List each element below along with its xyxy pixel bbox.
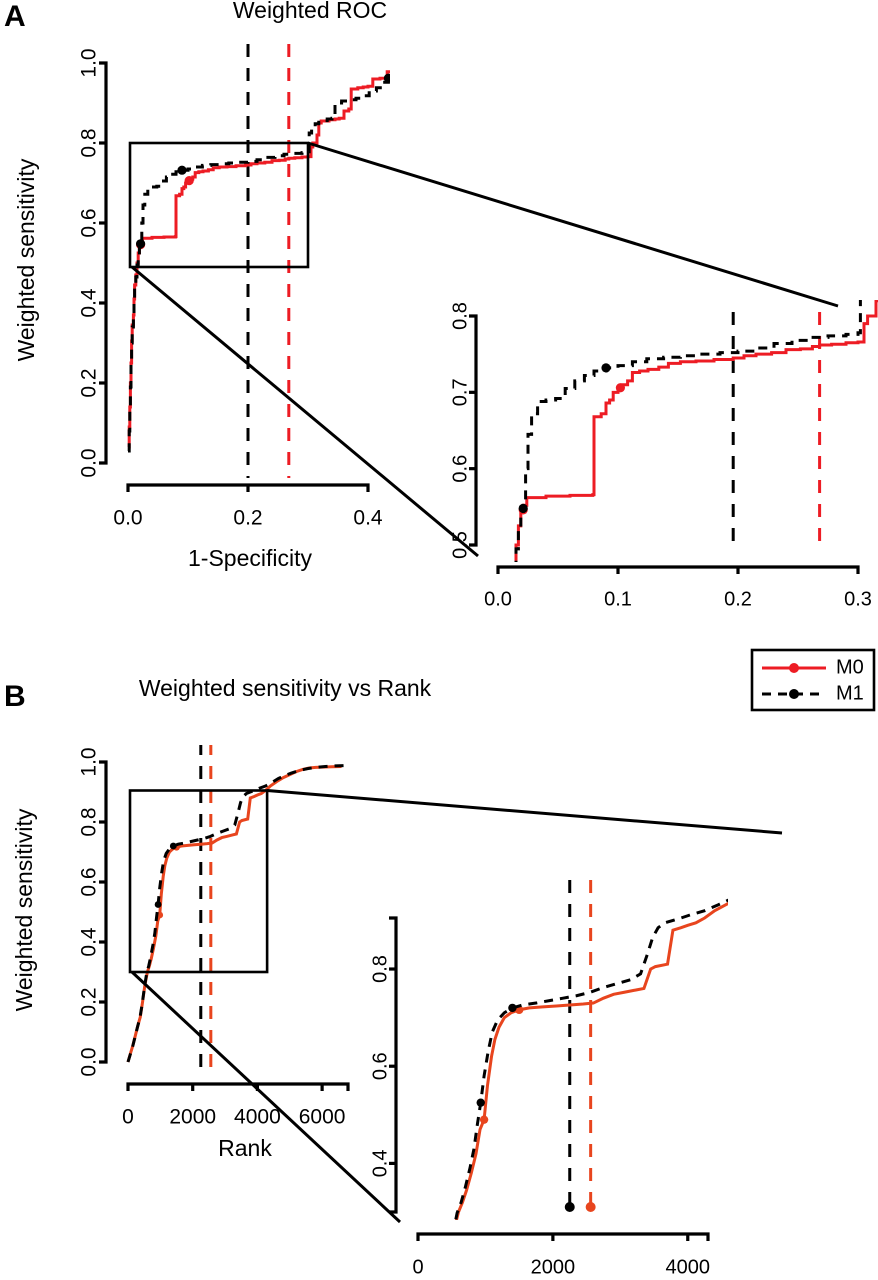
x-tick-label: 6000 <box>299 1106 346 1129</box>
series-marker-M1-1 <box>177 165 187 175</box>
legend-marker-m0 <box>789 663 799 673</box>
series-curve-M1 <box>126 764 345 1063</box>
y-axis-line <box>99 760 108 1064</box>
y-tick-label: 0.8 <box>78 128 101 157</box>
y-tick-label: 0.6 <box>78 867 101 896</box>
x-axis-line <box>416 1232 710 1241</box>
y-tick-label: 0.7 <box>449 378 471 406</box>
panel-a-inset-data-layer <box>514 300 878 562</box>
x-axis-line <box>496 565 860 574</box>
panel-b-data-layer <box>126 745 345 1075</box>
y-tick-label: 0.0 <box>78 1047 101 1076</box>
panel-b-inset-data-layer <box>454 880 728 1220</box>
panel-b-title: Weighted sensitivity vs Rank <box>139 675 432 701</box>
zoom-region-box <box>128 141 310 269</box>
zoom-connector-bottom <box>130 970 402 1224</box>
y-axis-line <box>469 314 478 547</box>
x-tick-label: 0.2 <box>724 588 752 610</box>
y-tick-label: 0.2 <box>78 987 101 1016</box>
y-tick-label: 1.0 <box>78 747 101 776</box>
panel-b-zoom-connectors <box>130 789 783 1224</box>
zoom-region-box <box>128 789 269 974</box>
legend-label-m1: M1 <box>836 682 864 704</box>
inset-series-curve-M0 <box>454 901 728 1220</box>
threshold-baseline-dot-1 <box>585 1202 596 1212</box>
y-tick-label: 0.6 <box>78 208 101 237</box>
y-tick-label: 0.2 <box>78 368 101 397</box>
x-axis-line <box>126 1082 350 1091</box>
panel-a: A Weighted ROC 1-Specificity Weighted se… <box>4 0 878 610</box>
panel-a-letter: A <box>4 0 26 33</box>
series-marker-M1-0 <box>154 901 162 908</box>
y-tick-label: 0.8 <box>369 955 391 983</box>
zoom-connector-bottom <box>131 265 479 558</box>
x-tick-label: 0.0 <box>484 588 512 610</box>
legend-frame <box>750 648 876 712</box>
panel-a-zoom-connectors <box>131 141 839 558</box>
series-marker-M0-1 <box>184 176 194 186</box>
panel-b-xlabel: Rank <box>218 1135 272 1161</box>
panel-b-inset-plot: 0 2000 4000 0.4 0.6 0.8 <box>369 880 728 1278</box>
series-curve-M1 <box>127 76 390 453</box>
zoom-connector-top <box>307 141 839 308</box>
legend-entry-m0[interactable]: M0 <box>762 656 864 678</box>
x-tick-label: 4000 <box>666 1256 711 1278</box>
zoom-connector-top <box>266 789 783 835</box>
inset-series-marker-M1-1 <box>508 1003 517 1013</box>
series-marker-M1-0 <box>136 239 146 249</box>
panel-a-main-plot: 0.0 0.2 0.4 0.0 0.2 0.4 0.6 0.8 1.0 <box>78 44 390 530</box>
x-tick-label: 0.1 <box>604 588 632 610</box>
series-marker-M1-1 <box>169 842 177 850</box>
inset-series-marker-M1-0 <box>518 503 528 513</box>
y-tick-label: 0.6 <box>369 1052 391 1080</box>
inset-series-marker-M0-0 <box>479 1115 489 1124</box>
x-tick-label: 0 <box>412 1256 423 1278</box>
series-marker-M1-2 <box>383 73 390 83</box>
inset-series-marker-M1-0 <box>476 1098 485 1107</box>
x-tick-label: 0.4 <box>353 507 383 530</box>
y-axis-line <box>99 61 108 465</box>
panel-b-letter: B <box>4 680 26 713</box>
inset-series-marker-M0-1 <box>615 383 626 393</box>
x-tick-label: 2000 <box>531 1256 576 1278</box>
y-tick-label: 0.4 <box>78 288 101 318</box>
threshold-baseline-dot-0 <box>564 1202 575 1212</box>
panel-b-ylabel: Weighted sensitivity <box>11 808 37 1011</box>
panel-b-main-plot: 0 2000 4000 6000 0.0 0.2 0.4 0.6 0.8 1.0 <box>78 745 350 1129</box>
panel-a-inset-plot: 0.0 0.1 0.2 0.30.50.60.70.8 <box>449 300 878 610</box>
x-tick-label: 0.0 <box>113 507 142 530</box>
y-tick-label: 0.6 <box>449 455 471 483</box>
legend-label-m0: M0 <box>836 656 864 678</box>
legend-marker-m1 <box>789 689 799 699</box>
legend-entry-m1[interactable]: M1 <box>762 682 864 704</box>
y-tick-label: 0.4 <box>78 927 101 957</box>
y-tick-label: 0.4 <box>369 1149 391 1177</box>
y-tick-label: 0.0 <box>78 448 101 477</box>
panel-a-title: Weighted ROC <box>233 0 387 23</box>
x-tick-label: 0.2 <box>233 507 262 530</box>
inset-series-marker-M1-1 <box>601 363 611 373</box>
x-tick-label: 0 <box>122 1106 134 1129</box>
legend: M0 M1 <box>750 648 876 712</box>
x-tick-label: 0.3 <box>844 588 872 610</box>
panel-b: B Weighted sensitivity vs Rank Rank Weig… <box>4 675 783 1278</box>
panel-a-ylabel: Weighted sensitivity <box>13 158 39 361</box>
y-tick-label: 0.8 <box>78 807 101 836</box>
y-tick-label: 1.0 <box>78 48 101 77</box>
y-tick-label: 0.8 <box>449 302 471 330</box>
inset-series-curve-M1 <box>454 898 728 1220</box>
x-tick-label: 4000 <box>234 1106 281 1129</box>
series-curve-M0 <box>126 765 342 1063</box>
panel-a-xlabel: 1-Specificity <box>188 545 312 571</box>
x-tick-label: 2000 <box>169 1106 216 1129</box>
